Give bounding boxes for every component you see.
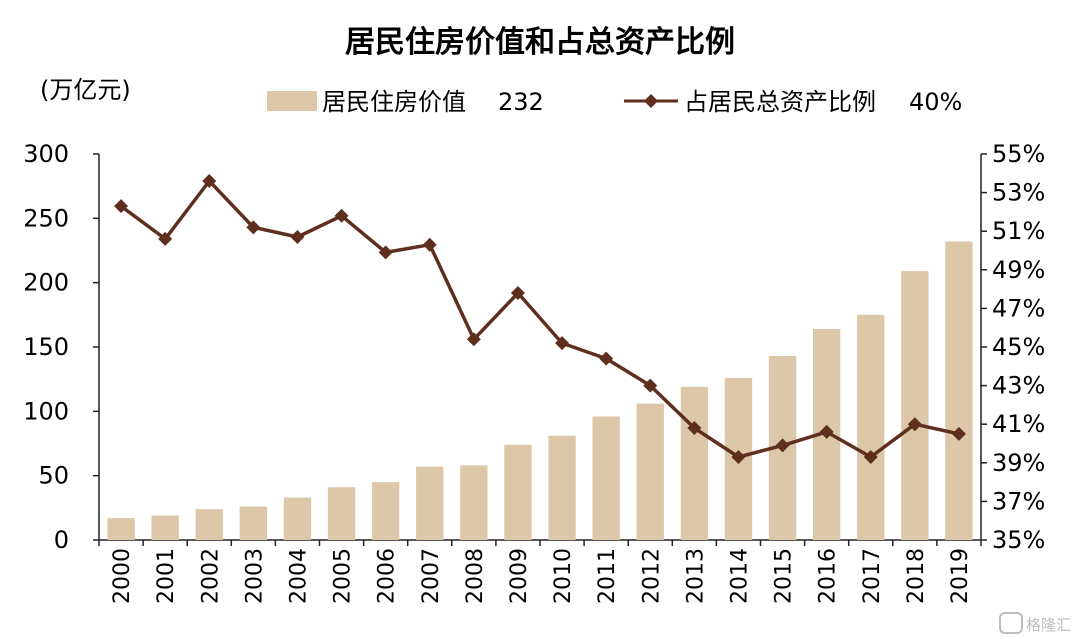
right-tick-label: 45%	[992, 333, 1045, 361]
x-tick-label: 2013	[683, 548, 708, 604]
line-point	[819, 424, 834, 439]
x-tick-label: 2012	[639, 548, 664, 604]
x-tick-label: 2011	[595, 548, 620, 604]
line-point	[951, 426, 966, 441]
left-tick-label: 0	[54, 526, 69, 554]
right-tick-label: 55%	[992, 140, 1045, 168]
line-point	[731, 450, 746, 465]
line-point	[907, 417, 922, 432]
x-tick-label: 2001	[154, 548, 179, 604]
line-point	[775, 438, 790, 453]
right-tick-label: 51%	[992, 217, 1045, 245]
bar	[283, 497, 312, 540]
left-tick-label: 200	[23, 269, 69, 297]
bar	[371, 482, 400, 540]
legend-line-value: 40%	[909, 88, 962, 116]
line-point	[599, 351, 614, 366]
x-tick-label: 2004	[286, 548, 311, 604]
x-tick-label: 2005	[331, 548, 356, 604]
right-tick-label: 49%	[992, 256, 1045, 284]
line-point	[378, 245, 393, 260]
right-tick-label: 35%	[992, 526, 1045, 554]
bar	[636, 403, 664, 540]
left-tick-label: 300	[23, 140, 69, 168]
bar	[195, 509, 223, 540]
line-point	[290, 229, 305, 244]
legend-bar-value: 232	[498, 88, 544, 116]
bar	[327, 487, 356, 540]
x-tick-label: 2000	[110, 548, 135, 604]
bar	[151, 515, 179, 540]
legend: 居民住房价值 232 占居民总资产比例 40%	[267, 88, 962, 116]
line-point	[555, 336, 570, 351]
right-tick-label: 47%	[992, 294, 1045, 322]
line-point	[687, 421, 702, 436]
line-point	[643, 378, 658, 393]
ratio-line	[119, 179, 960, 459]
legend-bar-swatch	[267, 91, 317, 111]
legend-bar-label: 居民住房价值	[322, 88, 466, 116]
x-tick-label: 2007	[419, 548, 444, 604]
line-point	[158, 231, 173, 246]
right-axis: 35% 37% 39% 41% 43% 45% 47% 49% 51% 53% 55%	[980, 140, 1045, 554]
line-point	[422, 237, 437, 252]
right-tick-label: 39%	[992, 449, 1045, 477]
line-point	[114, 199, 129, 214]
line-point	[510, 285, 525, 300]
watermark-icon	[999, 612, 1023, 634]
line-point	[334, 208, 349, 223]
bar-series	[107, 241, 973, 540]
left-tick-label: 150	[23, 333, 69, 361]
line-point	[246, 220, 261, 235]
bar	[548, 435, 576, 540]
y-axis-unit-label: (万亿元)	[40, 76, 131, 104]
line-point	[863, 450, 878, 465]
left-tick-label: 50	[38, 462, 69, 490]
legend-line-label: 占居民总资产比例	[684, 88, 876, 116]
bar	[592, 416, 620, 540]
right-tick-label: 37%	[992, 487, 1045, 515]
line-point	[202, 174, 217, 189]
x-tick-label: 2015	[772, 548, 797, 604]
x-tick-label: 2002	[198, 548, 223, 604]
left-axis: 0 50 100 150 200 250 300	[23, 140, 100, 554]
chart-title: 居民住房价值和占总资产比例	[345, 25, 735, 60]
line-point	[466, 332, 481, 347]
watermark: 格隆汇	[999, 612, 1071, 634]
left-tick-label: 250	[23, 204, 69, 232]
x-tick-label: 2018	[904, 548, 929, 604]
x-tick-label: 2017	[860, 548, 885, 604]
x-tick-label: 2003	[242, 548, 267, 604]
right-tick-label: 53%	[992, 179, 1045, 207]
bar	[107, 518, 135, 540]
bar	[901, 271, 929, 540]
line-series	[114, 174, 966, 465]
x-axis: 2000 2001 2002 2003 2004 2005 2006 2007 2008 2009…	[98, 539, 982, 604]
x-tick-label: 2010	[551, 548, 576, 604]
x-tick-label: 2014	[727, 548, 752, 604]
bar	[945, 241, 973, 540]
left-tick-label: 100	[23, 397, 69, 425]
x-tick-label: 2008	[463, 548, 488, 604]
legend-line-marker	[644, 94, 658, 108]
bar	[416, 466, 444, 540]
bar	[460, 465, 488, 540]
x-tick-label: 2006	[375, 548, 400, 604]
right-tick-label: 43%	[992, 372, 1045, 400]
bar	[680, 386, 709, 540]
x-tick-label: 2016	[816, 548, 841, 604]
x-tick-label: 2009	[507, 548, 532, 604]
bar	[504, 444, 532, 540]
right-tick-label: 41%	[992, 410, 1045, 438]
x-tick-label: 2019	[948, 548, 973, 604]
watermark-text: 格隆汇	[1026, 616, 1071, 634]
bar	[857, 314, 885, 540]
bar	[239, 506, 268, 540]
